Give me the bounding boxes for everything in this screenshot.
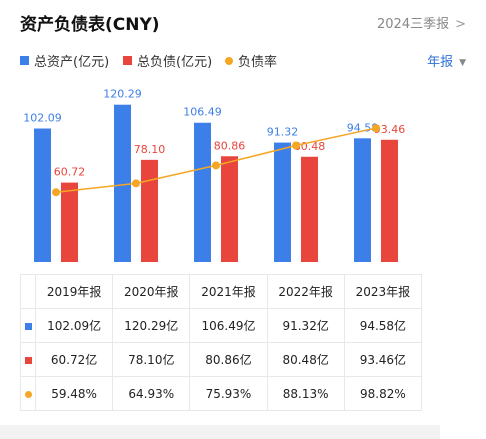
legend-swatch-assets (20, 56, 29, 65)
asset-bar (194, 122, 211, 263)
caret-down-icon: ▼ (459, 58, 466, 68)
table-header-cell: 2022年报 (266, 274, 345, 309)
asset-bar (114, 104, 131, 262)
table-cell: 88.13% (266, 376, 345, 411)
chevron-right-icon: > (455, 17, 466, 32)
debt-ratio-point (212, 161, 220, 170)
legend-label-ratio: 负债率 (238, 55, 278, 70)
assets-square-icon (24, 322, 32, 330)
debt-ratio-line (55, 127, 377, 193)
chart-title: 资产负债表(CNY) (20, 15, 160, 35)
table-cell: 78.10亿 (112, 342, 191, 377)
liability-bar-label: 80.86 (214, 139, 246, 152)
legend-swatch-ratio (225, 56, 233, 65)
legend-item-total-liabilities[interactable]: 总负债(亿元) (123, 51, 212, 70)
table-cell: 93.46亿 (343, 342, 423, 377)
legend-swatch-liabilities (123, 56, 132, 65)
table-header-cell: 2021年报 (189, 274, 268, 309)
legend: 总资产(亿元) 总负债(亿元) 负债率 年报 ▼ (20, 51, 466, 71)
asset-bar (274, 142, 291, 262)
table-cell: 59.48% (34, 376, 114, 411)
asset-bar-label: 120.29 (103, 88, 142, 101)
table-row-icon-cell (20, 308, 36, 343)
table-row: 60.72亿 78.10亿 80.86亿 80.48亿 93.46亿 (20, 342, 423, 377)
liability-bar (381, 139, 398, 262)
table-header-cell: 2019年报 (34, 274, 114, 309)
asset-bar-label: 102.09 (23, 111, 62, 124)
table-cell: 94.58亿 (343, 308, 423, 343)
table-cell: 80.86亿 (189, 342, 268, 377)
liability-bar-label: 93.46 (374, 123, 406, 136)
chart-header: 资产负债表(CNY) 2024三季报 > (20, 10, 466, 36)
table-cell: 106.49亿 (189, 308, 268, 343)
legend-label-liabilities: 总负债(亿元) (137, 55, 213, 70)
liability-bar (301, 156, 318, 262)
debt-ratio-point (132, 179, 140, 188)
table-row: 59.48% 64.93% 75.93% 88.13% 98.82% (20, 376, 423, 411)
liability-bar-label: 80.48 (294, 140, 326, 153)
liability-bar (221, 156, 238, 262)
table-row-icon-cell (20, 342, 36, 377)
legend-item-total-assets[interactable]: 总资产(亿元) (20, 51, 109, 70)
table-header-cell: 2020年报 (112, 274, 191, 309)
table-row: 102.09亿 120.29亿 106.49亿 91.32亿 94.58亿 (20, 308, 423, 343)
data-table: 2019年报 2020年报 2021年报 2022年报 2023年报 102.0… (20, 274, 423, 411)
asset-bar (354, 138, 371, 262)
table-header-row: 2019年报 2020年报 2021年报 2022年报 2023年报 (20, 274, 423, 309)
report-type-dropdown[interactable]: 年报 ▼ (427, 51, 466, 70)
report-type-label: 年报 (427, 55, 454, 70)
debt-ratio-point (372, 124, 380, 133)
legend-item-debt-ratio[interactable]: 负债率 (225, 51, 277, 70)
table-row-icon-cell (20, 376, 36, 411)
liabilities-square-icon (24, 356, 32, 364)
table-cell: 64.93% (112, 376, 191, 411)
liability-bar (61, 182, 78, 262)
asset-bar-label: 106.49 (183, 106, 222, 119)
ratio-dot-icon (24, 390, 32, 398)
period-label: 2024三季报 (377, 17, 450, 32)
table-corner-cell (20, 274, 36, 309)
bottom-divider-bar (0, 425, 440, 439)
table-cell: 80.48亿 (266, 342, 345, 377)
debt-ratio-point (292, 141, 300, 150)
table-cell: 91.32亿 (266, 308, 345, 343)
liability-bar-label: 78.10 (134, 143, 166, 156)
table-cell: 75.93% (189, 376, 268, 411)
table-cell: 60.72亿 (34, 342, 114, 377)
table-cell: 120.29亿 (112, 308, 191, 343)
legend-label-assets: 总资产(亿元) (34, 55, 110, 70)
table-cell: 98.82% (343, 376, 423, 411)
debt-ratio-point (52, 188, 60, 197)
asset-bar (34, 128, 51, 262)
table-cell: 102.09亿 (34, 308, 114, 343)
liability-bar (141, 159, 158, 262)
period-selector[interactable]: 2024三季报 > (377, 13, 466, 32)
asset-bar-label: 91.32 (267, 126, 299, 139)
liability-bar-label: 60.72 (54, 166, 86, 179)
asset-bar-label: 94.58 (347, 121, 379, 134)
table-header-cell: 2023年报 (343, 274, 423, 309)
